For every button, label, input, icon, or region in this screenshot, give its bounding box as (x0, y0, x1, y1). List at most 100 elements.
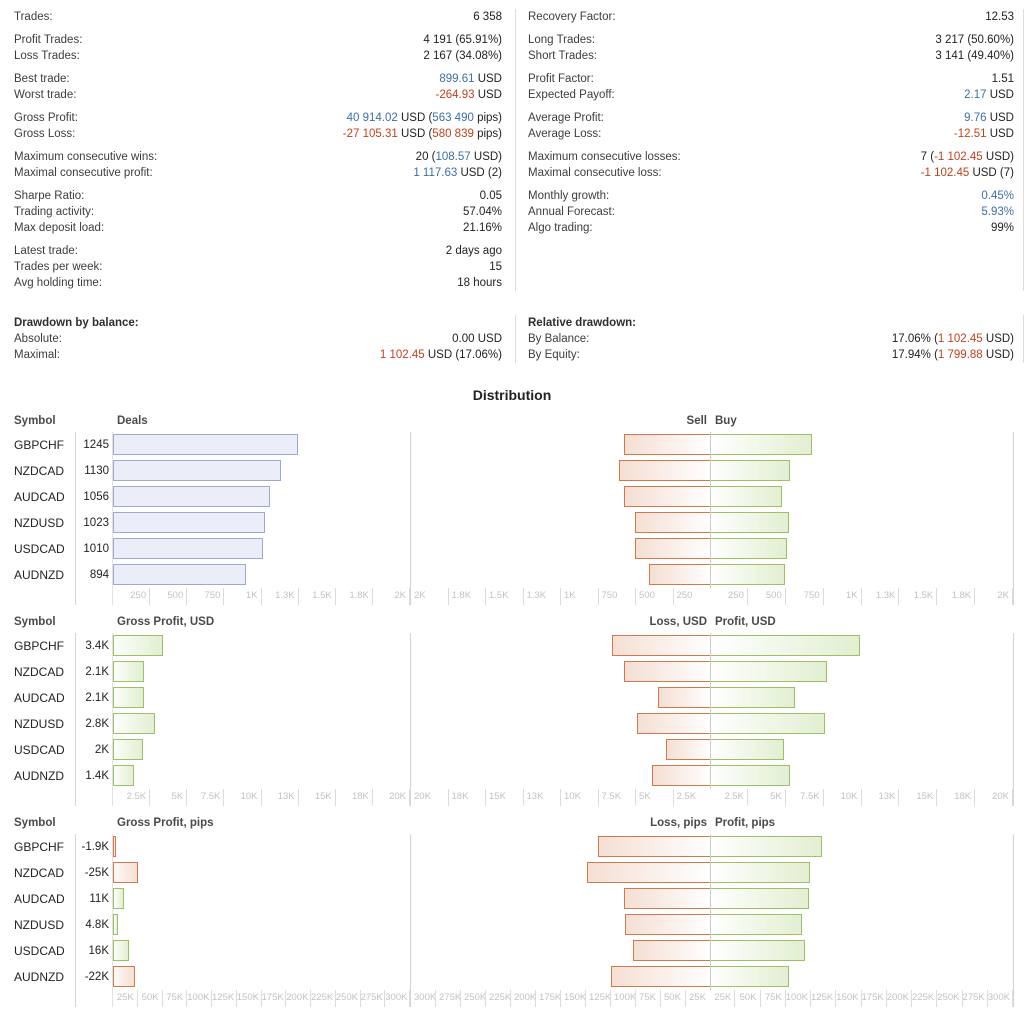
axis-tick-label: 1.3K (262, 588, 299, 605)
stat-row: Sharpe Ratio: 0.05 (14, 188, 502, 204)
axis-tick-label: 250 (672, 588, 711, 605)
total-bar (113, 486, 270, 507)
stat-label: Algo trading: (528, 222, 593, 234)
chart-header: Symbol Gross Profit, USD Loss, USD Profit, … (0, 616, 1024, 633)
axis-tick-label: 200K (510, 990, 535, 1007)
left-plot (113, 432, 411, 458)
buy-profit-bar (711, 713, 825, 734)
axis-tick-label: 25K (685, 990, 710, 1007)
stat-group-header: Relative drawdown: (528, 317, 636, 329)
right-edge-line (1013, 633, 1014, 806)
axis-tick-label: 7.5K (597, 789, 636, 806)
left-plot (113, 536, 411, 562)
axis-tick-label: 75K (635, 990, 660, 1007)
value-label: -1.9K (81, 841, 110, 853)
stat-value-part: -264.93 (435, 89, 475, 101)
distribution-chart-3: Symbol Gross Profit, pips Loss, pips Profit… (0, 817, 1024, 1007)
axis-tick-label: 20K (975, 789, 1013, 806)
stat-label: Worst trade: (14, 89, 77, 101)
sell-loss-bar (637, 713, 711, 734)
stat-row: Max deposit load: 21.16% (14, 220, 502, 236)
axis-tick-label: 7.5K (786, 789, 824, 806)
stat-label: Loss Trades: (14, 50, 80, 62)
neg-side-title: Loss, USD (649, 616, 707, 628)
stat-label: Sharpe Ratio: (14, 190, 85, 202)
stat-row: Gross Profit: 40 914.02 USD (563 490 pips… (14, 110, 502, 126)
total-bar (113, 635, 163, 656)
stat-label: Trades per week: (14, 261, 103, 273)
axis-tick-label: 225K (912, 990, 938, 1007)
stat-value-part: 99% (990, 222, 1014, 234)
stat-value: 0.05 (480, 188, 502, 204)
chart-row: USDCAD 2K (0, 737, 1024, 763)
stat-group: Trades: 6 358 (14, 9, 502, 25)
left-plot (113, 912, 411, 938)
symbol-label: GBPCHF (14, 840, 65, 854)
left-plot (113, 886, 411, 912)
axis-tick-label: 5K (635, 789, 673, 806)
buy-profit-bar (711, 635, 860, 656)
mid-divider-line (410, 834, 411, 1007)
right-plot (411, 432, 1014, 458)
stat-row: Recovery Factor: 12.53 (528, 9, 1014, 25)
left-chart-title: Gross Profit, USD (117, 616, 215, 628)
axis-left-scale: 2.5K 5K 7.5K 10K 13K 15K 18K 20K (113, 789, 410, 806)
axis-tick-label: 2K (373, 588, 410, 605)
total-bar (113, 888, 124, 909)
axis-tick-label: 2K (975, 588, 1013, 605)
stat-value-part: 3 141 (49.40%) (935, 50, 1014, 62)
stat-group: Best trade: 899.61 USD Worst trade: -264.93… (14, 71, 502, 103)
value-label: -25K (84, 867, 109, 879)
symbol-column-header: Symbol (14, 817, 56, 829)
stat-group: Drawdown by balance: Absolute: 0.00 USD Max… (14, 315, 502, 363)
stat-group: Monthly growth: 0.45% Annual Forecast: 5.93… (528, 188, 1014, 236)
chart-row: AUDCAD 11K (0, 886, 1024, 912)
axis-tick-label: 10K (824, 789, 862, 806)
axis-tick-label: 175K (535, 990, 560, 1007)
axis-tick-label: 300K (385, 990, 410, 1007)
stat-value: 6 358 (473, 9, 502, 25)
axis-tick-label: 50K (735, 990, 761, 1007)
symbol-label: AUDNZD (14, 970, 64, 984)
buy-profit-bar (711, 940, 805, 961)
stat-group: Latest trade: 2 days ago Trades per week: 1… (14, 243, 502, 291)
sell-loss-bar (649, 564, 711, 585)
sell-loss-bar (658, 687, 711, 708)
axis-tick-label: 18K (336, 789, 373, 806)
value-label: 3.4K (85, 640, 109, 652)
buy-profit-bar (711, 687, 795, 708)
right-plot (411, 912, 1014, 938)
stat-label: Average Loss: (528, 128, 602, 140)
axis-tick-label: 13K (262, 789, 299, 806)
stat-value: 5.93% (981, 204, 1014, 220)
value-label: 1010 (83, 543, 109, 555)
total-bar (113, 739, 143, 760)
right-plot (411, 484, 1014, 510)
stat-value-part: 108.57 (435, 151, 471, 163)
stat-label: Best trade: (14, 73, 70, 85)
stat-group: Sharpe Ratio: 0.05 Trading activity: 57.04%… (14, 188, 502, 236)
stat-value: -27 105.31 USD (580 839 pips) (343, 126, 502, 142)
right-plot (411, 938, 1014, 964)
axis-tick-label: 300K (410, 990, 435, 1007)
stat-label: Monthly growth: (528, 190, 610, 202)
stat-value: 2 days ago (446, 243, 502, 259)
stat-row: Profit Factor: 1.51 (528, 71, 1014, 87)
stat-value-part: 2 days ago (445, 245, 502, 257)
chart-row: AUDCAD 1056 (0, 484, 1024, 510)
right-plot (411, 562, 1014, 588)
chart-row: NZDUSD 4.8K (0, 912, 1024, 938)
total-bar (113, 966, 135, 987)
stat-row: Expected Payoff: 2.17 USD (528, 87, 1014, 103)
total-bar (113, 687, 144, 708)
symbol-label: NZDUSD (14, 516, 64, 530)
neg-side-title: Sell (686, 415, 707, 427)
zero-axis-line (710, 633, 711, 789)
stat-value-part: USD) (982, 349, 1014, 361)
left-plot (113, 860, 411, 886)
axis-tick-label: 1.8K (447, 588, 486, 605)
axis-tick-label: 200K (286, 990, 311, 1007)
stat-value-part: 0.05 (479, 190, 502, 202)
axis-tick-label: 15K (299, 789, 336, 806)
stats-column-left: Trades: 6 358 Profit Trades: 4 191 (65.91%)… (0, 9, 516, 291)
